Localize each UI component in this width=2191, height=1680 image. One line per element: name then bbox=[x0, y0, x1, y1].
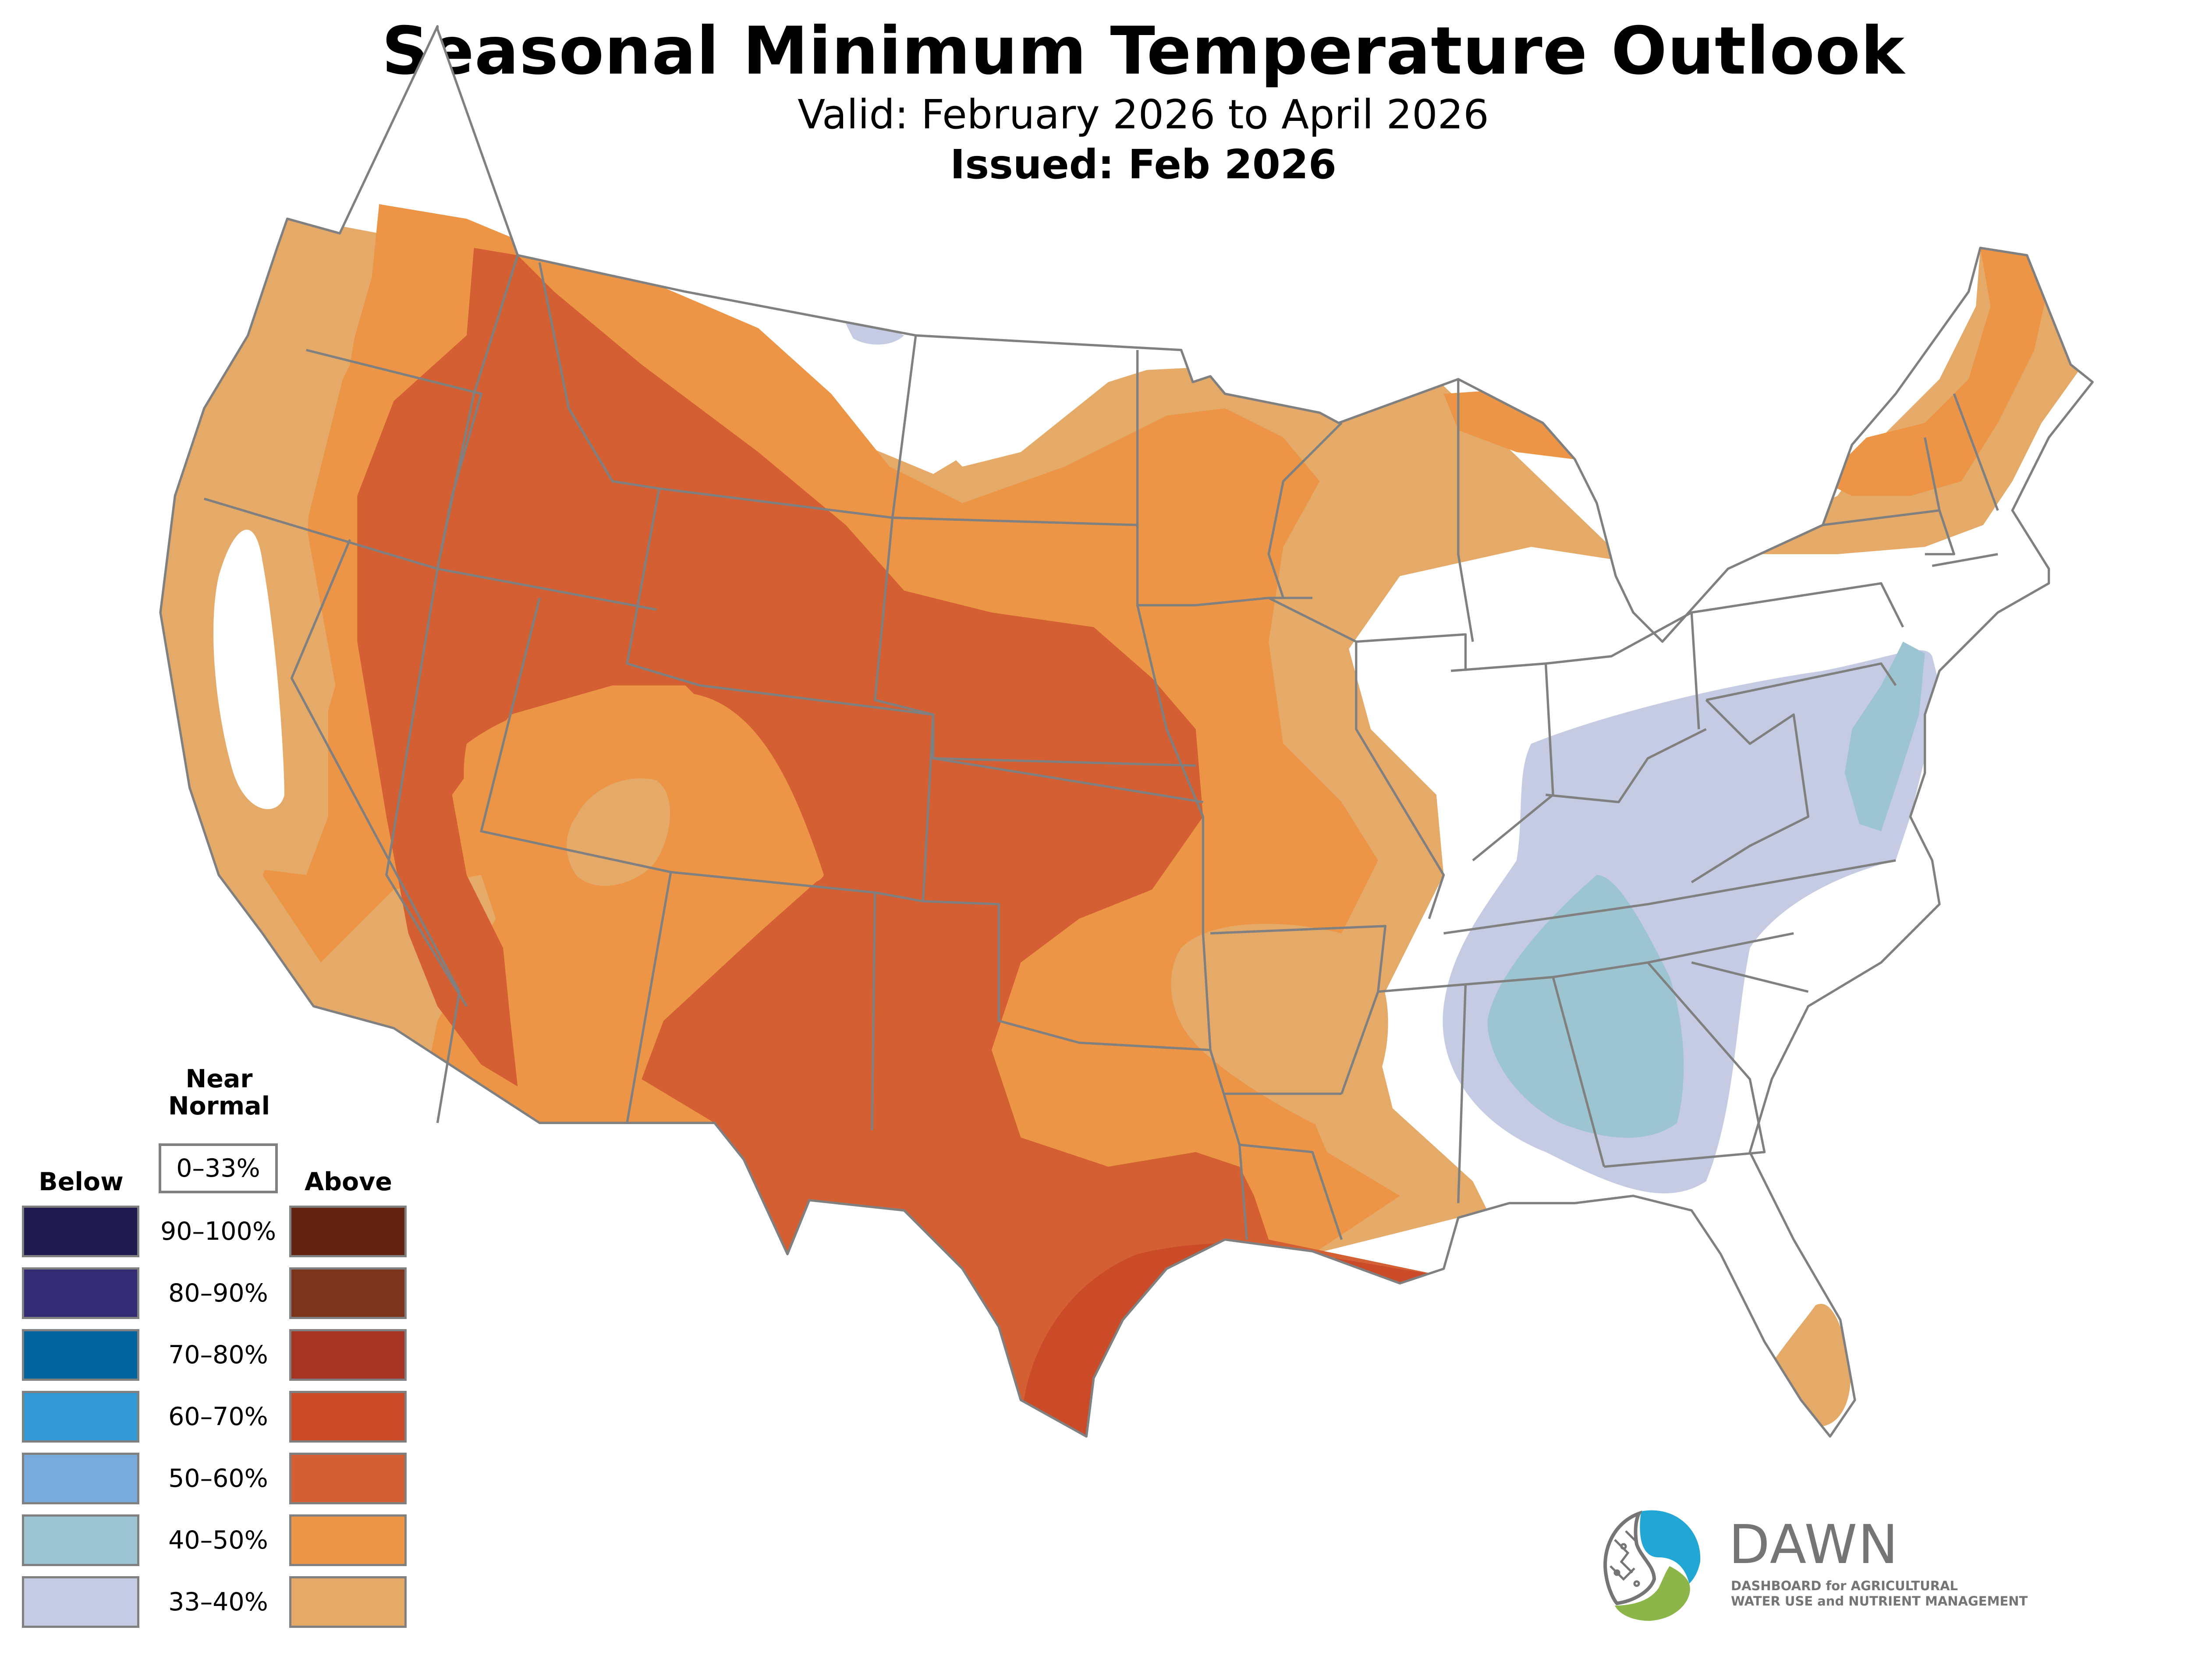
legend-swatch-below bbox=[22, 1576, 139, 1628]
border-nv-ut bbox=[385, 568, 468, 1007]
legend-range-label: 60–70% bbox=[168, 1402, 268, 1431]
border-wy-ut-co bbox=[626, 488, 934, 716]
legend-above-heading: Above bbox=[305, 1167, 392, 1196]
us-outline bbox=[159, 25, 2094, 1438]
above-33-40-utah bbox=[567, 778, 670, 886]
border-nd-sd bbox=[891, 335, 1138, 527]
border-ca-nv bbox=[290, 539, 461, 1123]
border-il-wi bbox=[1356, 633, 1467, 671]
legend-below-heading: Below bbox=[39, 1167, 124, 1196]
border-ky-wv bbox=[1546, 728, 1707, 803]
border-oh bbox=[1546, 611, 1700, 729]
border-nh-me bbox=[1953, 393, 1999, 511]
dawn-logo: DAWN DASHBOARD for AGRICULTURAL WATER US… bbox=[1584, 1496, 2066, 1627]
border-ny-vt bbox=[1822, 509, 1955, 555]
border-vt-nh bbox=[1924, 437, 1941, 511]
above-33-40-arkansas bbox=[1171, 923, 1388, 1128]
border-mo-ar bbox=[1210, 925, 1387, 1094]
legend-swatch-above bbox=[289, 1206, 407, 1257]
border-sc-nc bbox=[1691, 961, 1809, 993]
border-ok-panhandle bbox=[875, 891, 923, 902]
below-40-50-southeast bbox=[1487, 875, 1684, 1138]
border-mt-id-wy bbox=[538, 262, 893, 519]
border-id-west bbox=[436, 255, 519, 569]
border-tx-la-ar bbox=[1209, 1050, 1248, 1240]
above-50-60-interior bbox=[357, 248, 1444, 1437]
dawn-logo-name: DAWN bbox=[1729, 1514, 1899, 1576]
legend-range-label: 80–90% bbox=[168, 1279, 268, 1308]
issued-date: Issued: Feb 2026 bbox=[950, 141, 1337, 188]
legend-range-label: 40–50% bbox=[168, 1526, 268, 1555]
border-mn-ia bbox=[1136, 350, 1313, 607]
legend-range-label: 33–40% bbox=[168, 1588, 268, 1616]
state-boundaries bbox=[159, 25, 2094, 1438]
border-il-mo bbox=[1268, 597, 1445, 920]
border-pa-ny bbox=[1691, 582, 1904, 628]
border-az-nm bbox=[626, 872, 672, 1123]
legend-swatch-below bbox=[22, 1391, 139, 1443]
border-in bbox=[1450, 662, 1554, 862]
legend-swatch-below bbox=[22, 1267, 139, 1319]
legend-near-normal-heading: Near Normal bbox=[145, 1065, 294, 1120]
border-ks-ok bbox=[922, 714, 1211, 1051]
border-tn-ky-nc-va bbox=[1443, 859, 1896, 935]
dawn-logo-tagline-2: WATER USE and NUTRIENT MANAGEMENT bbox=[1731, 1594, 2028, 1609]
above-60-70-gulf bbox=[1021, 1243, 1458, 1437]
legend-near-normal-line1: Near bbox=[185, 1065, 253, 1093]
above-40-50-northeast bbox=[1822, 248, 2049, 496]
border-pa-md bbox=[1705, 662, 1897, 701]
legend-near-normal-line2: Normal bbox=[168, 1092, 270, 1121]
border-wy-ne-co bbox=[874, 517, 1196, 767]
below-40-50-chesapeake bbox=[1844, 641, 1925, 831]
border-ga bbox=[1604, 962, 1766, 1168]
border-ne-ia-mo bbox=[1136, 605, 1212, 1050]
legend-range-label: 70–80% bbox=[168, 1340, 268, 1369]
border-nm-tx-west bbox=[871, 892, 876, 1131]
dawn-logo-icon bbox=[1603, 1510, 1701, 1621]
border-mi-wi bbox=[1457, 379, 1474, 642]
legend-swatch-above bbox=[289, 1267, 407, 1319]
legend-swatch-below bbox=[22, 1329, 139, 1381]
map-title: Seasonal Minimum Temperature Outlook bbox=[382, 13, 1905, 89]
legend-swatch-above bbox=[289, 1514, 407, 1566]
above-40-50-michigan bbox=[1443, 391, 1575, 460]
below-33-40-montana bbox=[846, 323, 904, 345]
border-wv-va bbox=[1691, 699, 1810, 884]
border-wi-mn bbox=[1267, 422, 1343, 598]
legend-near-normal-range: 0–33% bbox=[159, 1143, 278, 1193]
legend-swatch-below bbox=[22, 1514, 139, 1566]
legend-swatch-above bbox=[289, 1453, 407, 1504]
legend-range-label: 50–60% bbox=[168, 1464, 268, 1493]
legend-range-label: 90–100% bbox=[160, 1217, 276, 1246]
legend-swatch-above bbox=[289, 1329, 407, 1381]
border-ne-ks bbox=[933, 757, 1203, 803]
valid-period: Valid: February 2026 to April 2026 bbox=[798, 91, 1489, 138]
border-ut-co-az-nm bbox=[480, 598, 875, 894]
legend-swatch-above bbox=[289, 1576, 407, 1628]
legend-swatch-below bbox=[22, 1206, 139, 1257]
legend-swatch-below bbox=[22, 1453, 139, 1504]
border-tx-la bbox=[1239, 1143, 1343, 1240]
legend-swatch-above bbox=[289, 1391, 407, 1443]
dawn-logo-tagline-1: DASHBOARD for AGRICULTURAL bbox=[1731, 1578, 1958, 1593]
near-normal-california bbox=[213, 530, 284, 810]
border-ma-ct bbox=[1932, 553, 1998, 567]
